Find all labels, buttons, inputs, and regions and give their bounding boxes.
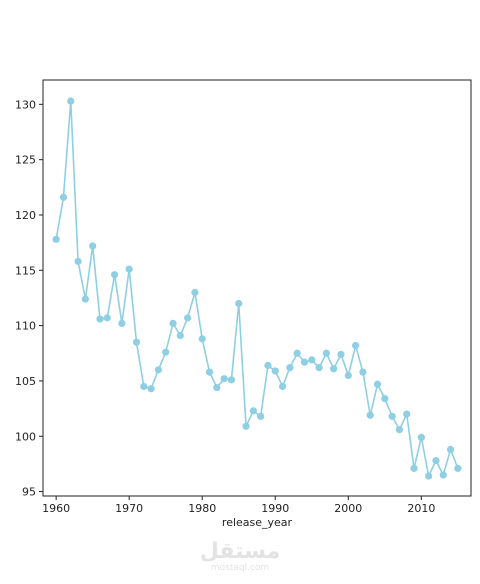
data-point — [271, 367, 279, 375]
data-point — [249, 407, 257, 415]
x-tick-label: 2010 — [407, 502, 435, 515]
x-tick-label: 2000 — [334, 502, 362, 515]
data-point — [220, 375, 228, 383]
y-axis: 95 100 105 110 115 120 125 130 — [15, 98, 43, 499]
data-point — [96, 315, 104, 323]
x-axis-label: release_year — [222, 516, 293, 529]
data-point — [125, 265, 133, 273]
y-tick-label: 120 — [15, 209, 36, 222]
y-tick-label: 125 — [15, 154, 36, 167]
data-point — [103, 314, 111, 322]
y-tick-label: 115 — [15, 264, 36, 277]
data-point — [454, 464, 462, 472]
data-point — [140, 382, 148, 391]
data-point — [257, 412, 265, 420]
data-point — [227, 376, 236, 384]
x-tick-label: 1980 — [188, 502, 216, 515]
data-point — [322, 349, 330, 357]
data-point — [176, 331, 184, 340]
data-point — [235, 299, 243, 308]
data-point — [373, 380, 382, 388]
data-point — [439, 471, 447, 479]
data-point — [110, 271, 119, 279]
data-point — [293, 349, 301, 357]
x-tick-label: 1970 — [115, 502, 143, 515]
data-point — [132, 338, 141, 346]
data-point — [213, 383, 221, 392]
data-point — [359, 368, 367, 376]
y-tick-label: 95 — [22, 486, 36, 499]
data-point — [162, 348, 170, 356]
data-point — [446, 445, 455, 454]
data-point — [315, 364, 323, 372]
data-point — [417, 433, 425, 441]
data-point — [366, 411, 374, 419]
data-point — [52, 235, 60, 243]
data-point — [81, 295, 89, 303]
data-point — [330, 365, 338, 373]
data-point — [432, 457, 440, 465]
plot-area — [52, 97, 462, 480]
x-tick-label: 1990 — [261, 502, 289, 515]
data-point — [388, 412, 396, 420]
data-point — [278, 382, 287, 391]
data-point — [74, 257, 82, 266]
data-point — [264, 361, 272, 370]
data-point — [67, 97, 75, 105]
data-point — [169, 319, 177, 327]
data-point — [395, 426, 404, 434]
data-point — [205, 368, 214, 376]
data-point — [147, 385, 155, 393]
data-point — [403, 410, 411, 418]
plot-frame — [42, 79, 472, 497]
data-point — [352, 341, 360, 350]
data-point — [118, 319, 126, 327]
y-tick-label: 105 — [15, 375, 36, 388]
watermark-logo-text: مستقل — [200, 539, 280, 564]
data-point — [59, 193, 68, 201]
watermark-url: mostaql.com — [211, 563, 269, 573]
watermark: مستقل mostaql.com — [200, 539, 280, 573]
data-point — [344, 371, 352, 379]
data-point — [381, 395, 389, 403]
data-point — [191, 288, 199, 297]
data-point — [286, 364, 294, 372]
y-tick-label: 130 — [15, 98, 36, 111]
x-tick-label: 1960 — [42, 502, 70, 515]
data-point — [242, 422, 250, 430]
data-point — [300, 358, 309, 366]
data-point — [89, 242, 97, 250]
data-point — [154, 366, 162, 374]
data-point — [198, 335, 206, 343]
x-axis: 1960 1970 1980 1990 2000 2010 — [42, 496, 435, 515]
data-point — [410, 464, 418, 472]
data-point — [184, 314, 192, 322]
data-point — [425, 472, 433, 480]
y-tick-label: 110 — [15, 320, 36, 333]
data-point — [337, 350, 345, 358]
y-tick-label: 100 — [15, 430, 36, 443]
data-point — [308, 356, 316, 364]
